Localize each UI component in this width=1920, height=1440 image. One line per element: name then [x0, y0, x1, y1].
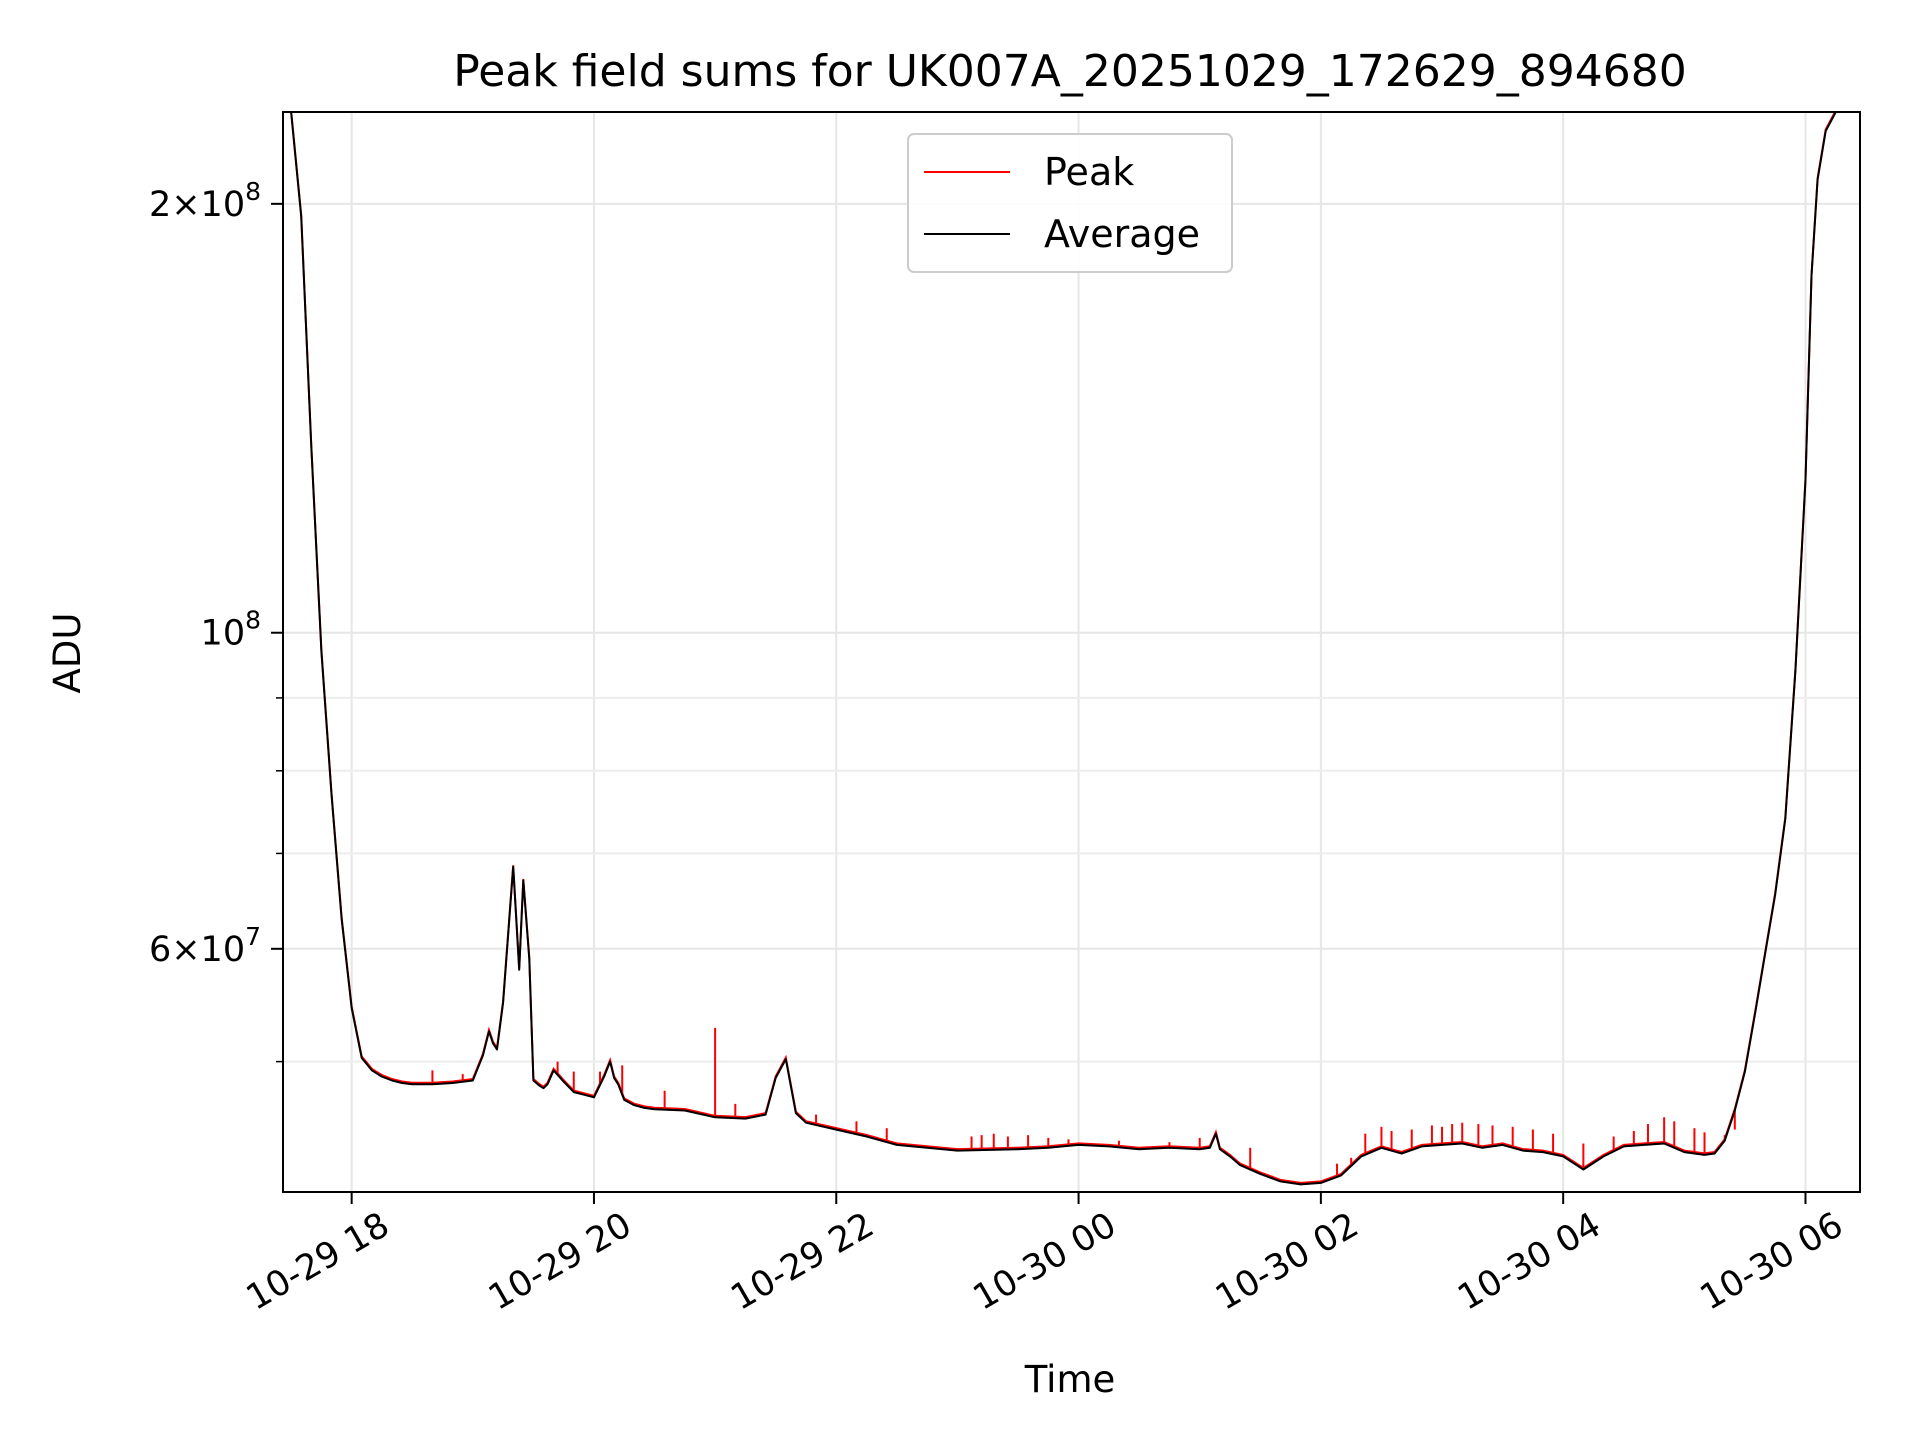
chart-title: Peak field sums for UK007A_20251029_1726…: [453, 46, 1686, 97]
y-tick-label: 108: [201, 606, 261, 654]
legend-label: Average: [1044, 212, 1200, 256]
legend-label: Peak: [1044, 150, 1134, 194]
legend-box: [907, 133, 1233, 273]
y-tick-label: 2×108: [149, 177, 261, 225]
axes-frame: [282, 111, 1861, 1193]
y-axis-label: ADU: [46, 613, 89, 694]
legend: Peak Average: [907, 133, 1233, 273]
gridlines: [283, 112, 1860, 1192]
y-tick-label: 6×107: [149, 922, 261, 970]
plot-area: [285, 112, 1846, 1186]
x-axis-label: Time: [1024, 1358, 1116, 1401]
series-average-line: [285, 112, 1846, 1186]
y-axis: 2×108 108 6×107: [149, 177, 283, 1063]
